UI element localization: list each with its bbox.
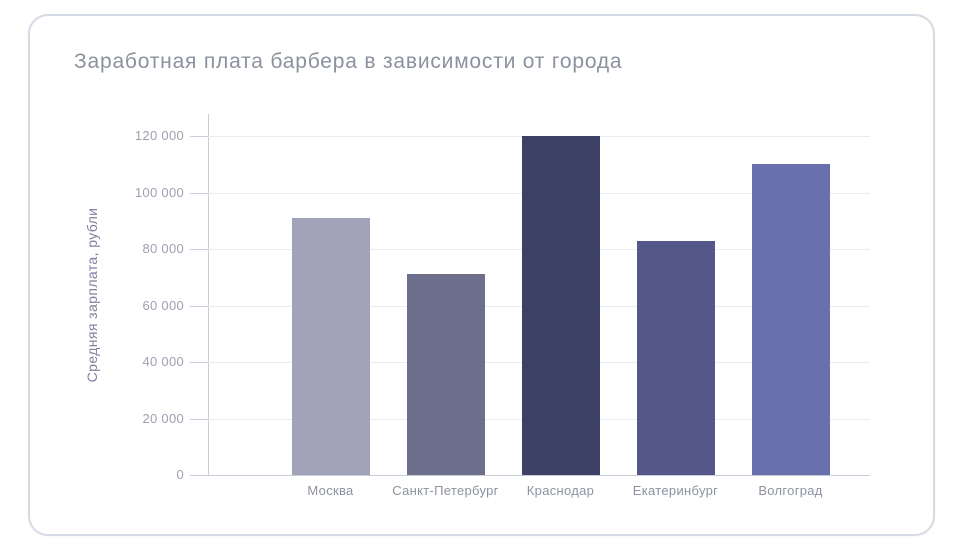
y-axis-line bbox=[208, 114, 209, 475]
chart-title: Заработная плата барбера в зависимости о… bbox=[74, 50, 623, 73]
x-category-label: Волгоград bbox=[758, 483, 823, 498]
x-category-label: Санкт-Петербург bbox=[392, 483, 499, 498]
bar-2 bbox=[406, 274, 485, 475]
bar-4 bbox=[636, 240, 715, 475]
bar-5 bbox=[751, 164, 830, 475]
x-axis-line bbox=[190, 475, 870, 476]
x-category-label: Екатеринбург bbox=[632, 483, 719, 498]
chart-card: Заработная плата барбера в зависимости о… bbox=[28, 14, 935, 536]
y-tick-mark bbox=[190, 418, 208, 420]
y-tick-label: 100 000 bbox=[134, 184, 184, 200]
y-tick-mark bbox=[190, 249, 208, 250]
y-tick-mark bbox=[190, 305, 208, 307]
y-tick-mark bbox=[190, 192, 208, 194]
bar-chart-plot-area: 0 20 000 40 000 60 000 80 000 100 000 120 000 М… bbox=[30, 16, 933, 534]
y-tick-label: 40 000 bbox=[142, 354, 184, 369]
y-tick-mark bbox=[190, 362, 208, 363]
y-tick-label: 80 000 bbox=[142, 241, 184, 256]
y-tick-mark bbox=[190, 136, 208, 137]
y-tick-label: 60 000 bbox=[142, 297, 184, 313]
y-tick-label: 120 000 bbox=[134, 128, 184, 143]
y-tick-label: 0 bbox=[176, 467, 184, 482]
x-category-label: Москва bbox=[307, 483, 354, 498]
x-category-label: Краснодар bbox=[526, 483, 595, 498]
bar-3 bbox=[521, 136, 600, 475]
y-tick-label: 20 000 bbox=[142, 410, 184, 426]
bar-1 bbox=[291, 217, 370, 475]
